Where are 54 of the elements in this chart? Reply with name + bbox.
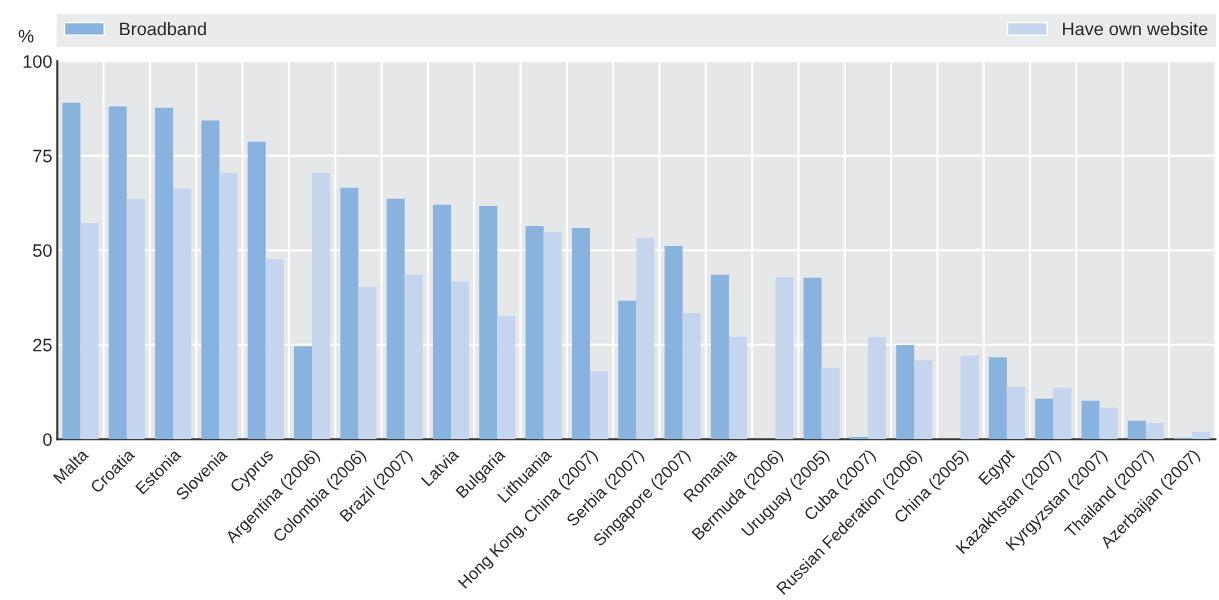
bar bbox=[386, 198, 405, 440]
y-tick-label: 50 bbox=[33, 244, 52, 257]
bar bbox=[988, 357, 1007, 440]
bar bbox=[1035, 398, 1054, 440]
bar bbox=[108, 106, 127, 440]
bar bbox=[219, 172, 238, 440]
bar bbox=[618, 300, 637, 440]
bar bbox=[867, 337, 886, 440]
bar bbox=[173, 188, 192, 440]
bar bbox=[1145, 422, 1164, 440]
bar bbox=[1127, 420, 1146, 440]
bar bbox=[821, 367, 840, 440]
bar bbox=[358, 286, 377, 440]
y-tick-label: 0 bbox=[43, 433, 52, 446]
legend-label: Broadband bbox=[120, 22, 206, 36]
bar bbox=[571, 227, 590, 440]
bar bbox=[543, 231, 562, 440]
bar bbox=[1192, 432, 1211, 440]
bar bbox=[896, 345, 915, 440]
bar bbox=[340, 187, 359, 440]
bar bbox=[294, 346, 313, 440]
bar bbox=[525, 226, 544, 440]
bar bbox=[404, 274, 423, 440]
bar bbox=[126, 198, 145, 440]
bar bbox=[710, 274, 729, 440]
bar bbox=[636, 237, 655, 440]
bar bbox=[432, 204, 452, 440]
bar bbox=[80, 222, 99, 440]
bar bbox=[1081, 400, 1100, 440]
bar bbox=[155, 107, 174, 440]
bar bbox=[497, 315, 516, 440]
bar bbox=[1099, 407, 1118, 440]
bar bbox=[1053, 387, 1072, 440]
y-tick-label: 25 bbox=[33, 338, 52, 352]
bar bbox=[312, 172, 331, 440]
bar bbox=[664, 246, 683, 440]
bar bbox=[247, 141, 266, 440]
bar bbox=[682, 312, 701, 440]
bar bbox=[451, 281, 470, 440]
bar bbox=[479, 205, 498, 440]
bar bbox=[775, 277, 794, 440]
bar bbox=[62, 102, 81, 440]
legend-label: Have own website bbox=[1063, 22, 1208, 36]
bar bbox=[914, 360, 933, 440]
y-axis-title: % bbox=[18, 29, 34, 43]
bar bbox=[728, 336, 748, 440]
y-tick-label: 75 bbox=[33, 149, 52, 163]
bar bbox=[1006, 386, 1025, 440]
y-tick-label: 100 bbox=[23, 55, 52, 68]
bar bbox=[803, 277, 822, 440]
bar bbox=[265, 259, 284, 440]
bar bbox=[590, 371, 609, 440]
bar bbox=[960, 355, 979, 440]
bar bbox=[201, 120, 220, 440]
